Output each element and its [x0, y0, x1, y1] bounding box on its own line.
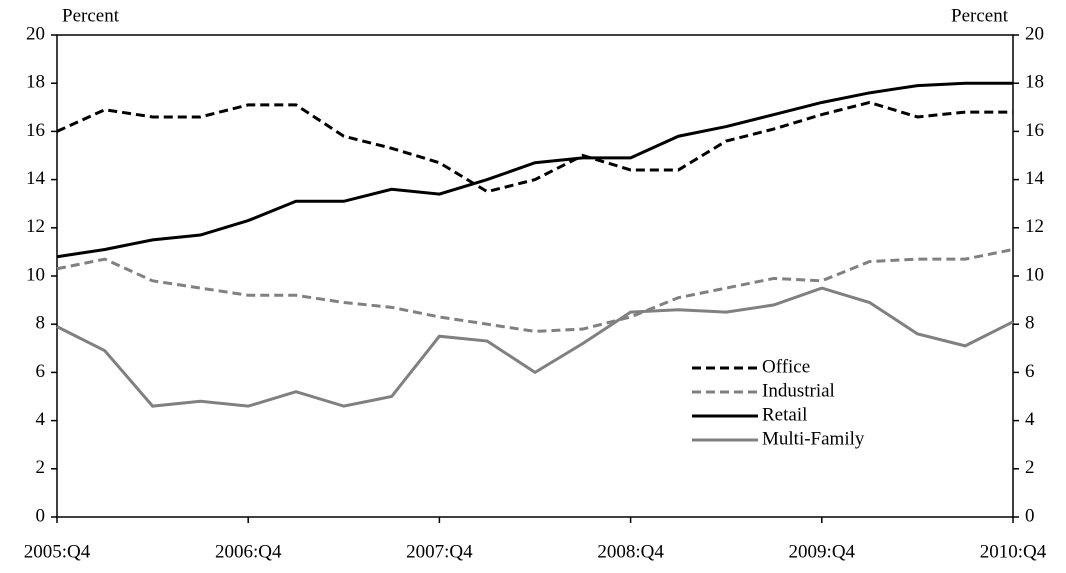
- legend-label: Industrial: [762, 380, 835, 401]
- y-tick-label: 10: [26, 264, 45, 285]
- y2-axis-label: Percent: [951, 5, 1009, 26]
- x-tick-label: 2009:Q4: [789, 541, 856, 562]
- y-axis-label: Percent: [62, 5, 120, 26]
- series-line: [56, 286, 1014, 408]
- x-tick-label: 2005:Q4: [24, 541, 91, 562]
- series-line: [56, 248, 1014, 333]
- y-tick-label: 18: [26, 72, 45, 93]
- y-tick-label: 20: [26, 23, 45, 44]
- series-line: [56, 81, 1013, 259]
- y2-tick-label: 16: [1025, 120, 1044, 141]
- y2-tick-label: 20: [1025, 23, 1044, 44]
- y-tick-label: 2: [36, 457, 46, 478]
- y-tick-label: 4: [36, 409, 46, 430]
- y2-tick-label: 14: [1025, 168, 1045, 189]
- legend-label: Retail: [762, 404, 807, 425]
- legend-label: Multi-Family: [762, 428, 865, 449]
- y-tick-label: 0: [36, 505, 46, 526]
- y2-tick-label: 12: [1025, 216, 1044, 237]
- x-tick-label: 2008:Q4: [597, 541, 664, 562]
- y-tick-label: 12: [26, 216, 45, 237]
- x-tick-label: 2007:Q4: [406, 541, 473, 562]
- y2-tick-label: 8: [1025, 313, 1035, 334]
- y-tick-label: 8: [36, 313, 46, 334]
- y-tick-label: 14: [26, 168, 46, 189]
- y2-tick-label: 6: [1025, 361, 1035, 382]
- plot-frame: [56, 34, 1014, 518]
- legend-label: Office: [762, 356, 810, 377]
- x-tick-label: 2010:Q4: [980, 541, 1047, 562]
- y2-tick-label: 2: [1025, 457, 1035, 478]
- y2-tick-label: 0: [1025, 505, 1035, 526]
- y2-tick-label: 18: [1025, 72, 1044, 93]
- series-line: [56, 100, 1013, 194]
- y-tick-label: 6: [36, 361, 46, 382]
- x-tick-label: 2006:Q4: [215, 541, 282, 562]
- y2-tick-label: 4: [1025, 409, 1035, 430]
- y-tick-label: 16: [26, 120, 45, 141]
- y2-tick-label: 10: [1025, 264, 1044, 285]
